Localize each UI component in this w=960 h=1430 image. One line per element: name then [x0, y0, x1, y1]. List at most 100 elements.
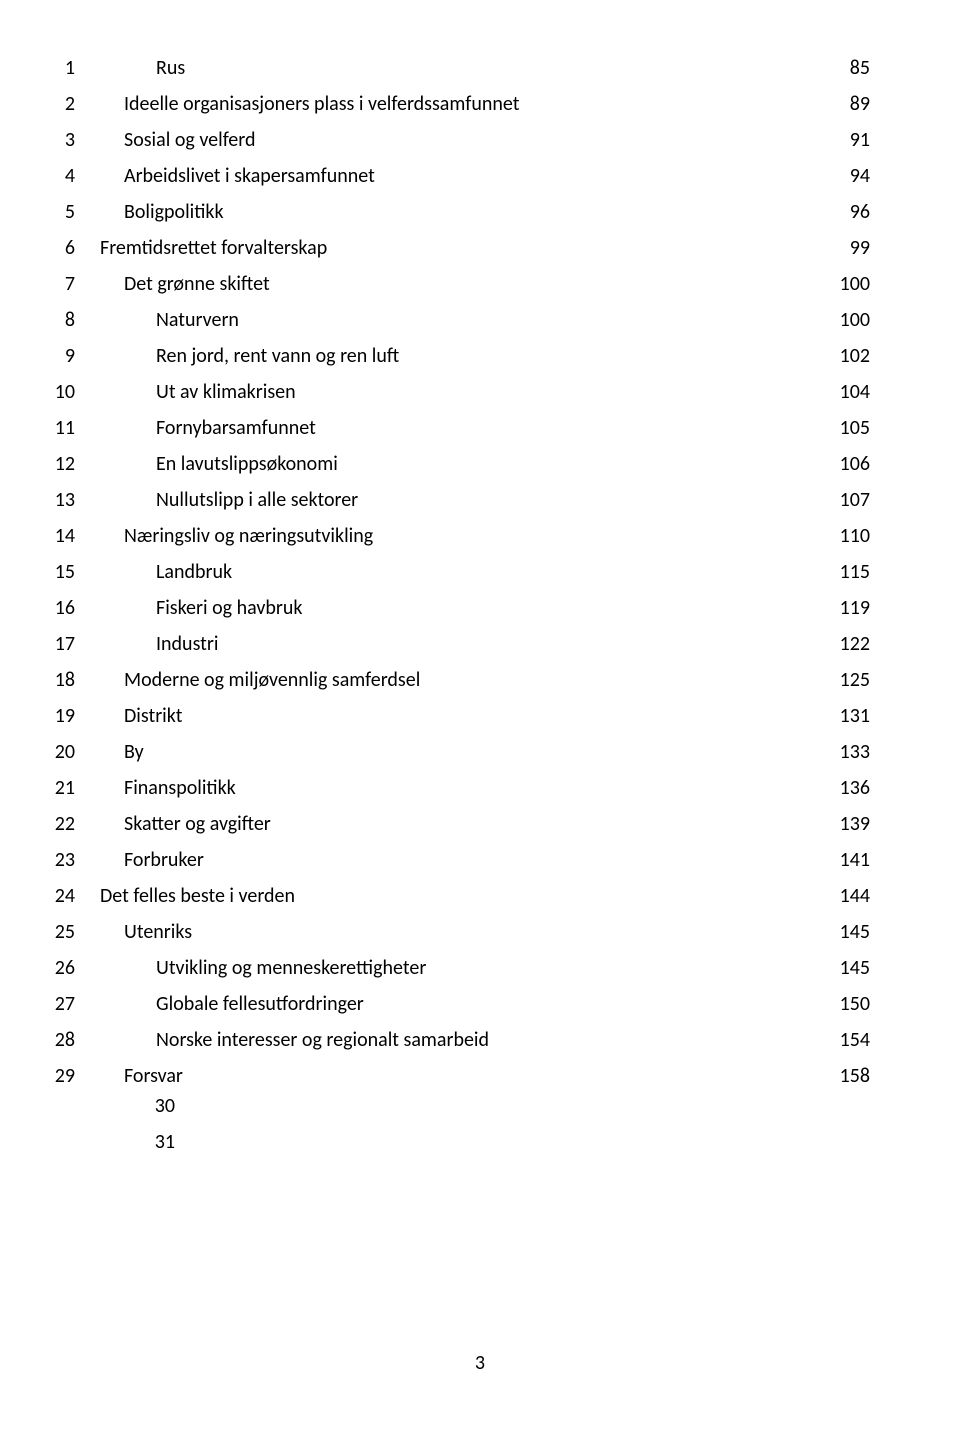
- line-number: 30: [135, 1094, 175, 1118]
- line-number: 5: [35, 194, 75, 230]
- toc-page-number: 94: [846, 158, 870, 194]
- toc-page-number: 136: [836, 770, 870, 806]
- line-number: 24: [35, 878, 75, 914]
- toc-title: Landbruk: [100, 554, 232, 590]
- toc-page-number: 115: [836, 554, 870, 590]
- toc-title: Norske interesser og regionalt samarbeid: [100, 1022, 489, 1058]
- line-number: 4: [35, 158, 75, 194]
- toc-title: Moderne og miljøvennlig samferdsel: [100, 662, 420, 698]
- toc-entry: 11Fornybarsamfunnet 105: [100, 410, 870, 446]
- toc-title: Globale fellesutfordringer: [100, 986, 364, 1022]
- line-number: 14: [35, 518, 75, 554]
- line-number: 9: [35, 338, 75, 374]
- toc-entry: 12En lavutslippsøkonomi 106: [100, 446, 870, 482]
- toc-entry: 19Distrikt 131: [100, 698, 870, 734]
- toc-entry: 7Det grønne skiftet 100: [100, 266, 870, 302]
- toc-page-number: 85: [846, 50, 870, 86]
- line-number: 25: [35, 914, 75, 950]
- footer-page-number: 3: [0, 1351, 960, 1375]
- toc-page-number: 145: [836, 950, 870, 986]
- line-number: 11: [35, 410, 75, 446]
- toc-title: Nullutslipp i alle sektorer: [100, 482, 358, 518]
- toc-entry: 29Forsvar 158: [100, 1058, 870, 1094]
- toc-entry: 20By 133: [100, 734, 870, 770]
- toc-page-number: 91: [846, 122, 870, 158]
- toc-entry: 5Boligpolitikk 96: [100, 194, 870, 230]
- toc-entry: 6Fremtidsrettet forvalterskap 99: [100, 230, 870, 266]
- line-number: 16: [35, 590, 75, 626]
- toc-page-number: 133: [836, 734, 870, 770]
- toc-entry: 8Naturvern 100: [100, 302, 870, 338]
- toc-page-number: 102: [836, 338, 870, 374]
- toc-title: Skatter og avgifter: [100, 806, 271, 842]
- toc-title: Ut av klimakrisen: [100, 374, 296, 410]
- toc-title: Fremtidsrettet forvalterskap: [100, 230, 327, 266]
- toc-page-number: 154: [836, 1022, 870, 1058]
- toc-page-number: 144: [836, 878, 870, 914]
- table-of-contents: 1Rus 852Ideelle organisasjoners plass i …: [100, 50, 870, 1166]
- toc-entry: 14Næringsliv og næringsutvikling 110: [100, 518, 870, 554]
- line-number: 13: [35, 482, 75, 518]
- toc-page-number: 145: [836, 914, 870, 950]
- line-number: 8: [35, 302, 75, 338]
- toc-page-number: 119: [836, 590, 870, 626]
- line-number: 22: [35, 806, 75, 842]
- toc-page-number: 99: [846, 230, 870, 266]
- toc-title: Sosial og velferd: [100, 122, 255, 158]
- line-number: 23: [35, 842, 75, 878]
- toc-entry: 10Ut av klimakrisen 104: [100, 374, 870, 410]
- toc-page-number: 158: [836, 1058, 870, 1094]
- line-number: 31: [135, 1130, 175, 1154]
- line-number: 10: [35, 374, 75, 410]
- line-number: 26: [35, 950, 75, 986]
- toc-title: Industri: [100, 626, 218, 662]
- toc-page-number: 110: [836, 518, 870, 554]
- toc-title: Distrikt: [100, 698, 182, 734]
- line-number: 7: [35, 266, 75, 302]
- toc-page-number: 125: [836, 662, 870, 698]
- toc-entry: 27Globale fellesutfordringer 150: [100, 986, 870, 1022]
- toc-entry: 9Ren jord, rent vann og ren luft 102: [100, 338, 870, 374]
- toc-title: Rus: [100, 50, 185, 86]
- toc-entry: 26Utvikling og menneskerettigheter 145: [100, 950, 870, 986]
- toc-title: Utenriks: [100, 914, 192, 950]
- toc-page-number: 122: [836, 626, 870, 662]
- empty-line: 30: [100, 1094, 870, 1130]
- toc-page-number: 107: [836, 482, 870, 518]
- empty-line: 31: [100, 1130, 870, 1166]
- line-number: 29: [35, 1058, 75, 1094]
- toc-entry: 13Nullutslipp i alle sektorer 107: [100, 482, 870, 518]
- toc-page-number: 139: [836, 806, 870, 842]
- toc-title: Boligpolitikk: [100, 194, 224, 230]
- toc-entry: 18Moderne og miljøvennlig samferdsel 125: [100, 662, 870, 698]
- toc-page-number: 141: [836, 842, 870, 878]
- toc-page-number: 104: [836, 374, 870, 410]
- line-number: 27: [35, 986, 75, 1022]
- toc-entry: 4Arbeidslivet i skapersamfunnet 94: [100, 158, 870, 194]
- toc-title: Ren jord, rent vann og ren luft: [100, 338, 399, 374]
- line-number: 12: [35, 446, 75, 482]
- toc-entry: 21Finanspolitikk 136: [100, 770, 870, 806]
- line-number: 2: [35, 86, 75, 122]
- line-number: 1: [35, 50, 75, 86]
- toc-title: Fornybarsamfunnet: [100, 410, 316, 446]
- toc-entry: 16Fiskeri og havbruk 119: [100, 590, 870, 626]
- toc-entry: 24Det felles beste i verden 144: [100, 878, 870, 914]
- toc-entry: 1Rus 85: [100, 50, 870, 86]
- toc-title: By: [100, 734, 144, 770]
- toc-page-number: 150: [836, 986, 870, 1022]
- toc-title: Næringsliv og næringsutvikling: [100, 518, 373, 554]
- page: 1Rus 852Ideelle organisasjoners plass i …: [0, 0, 960, 1430]
- toc-title: Naturvern: [100, 302, 239, 338]
- toc-title: Arbeidslivet i skapersamfunnet: [100, 158, 375, 194]
- toc-entry: 17Industri 122: [100, 626, 870, 662]
- toc-title: Det felles beste i verden: [100, 878, 295, 914]
- toc-title: Forbruker: [100, 842, 204, 878]
- toc-entry: 22Skatter og avgifter 139: [100, 806, 870, 842]
- line-number: 28: [35, 1022, 75, 1058]
- line-number: 21: [35, 770, 75, 806]
- toc-title: Forsvar: [100, 1058, 183, 1094]
- toc-page-number: 100: [836, 266, 870, 302]
- line-number: 18: [35, 662, 75, 698]
- toc-page-number: 96: [846, 194, 870, 230]
